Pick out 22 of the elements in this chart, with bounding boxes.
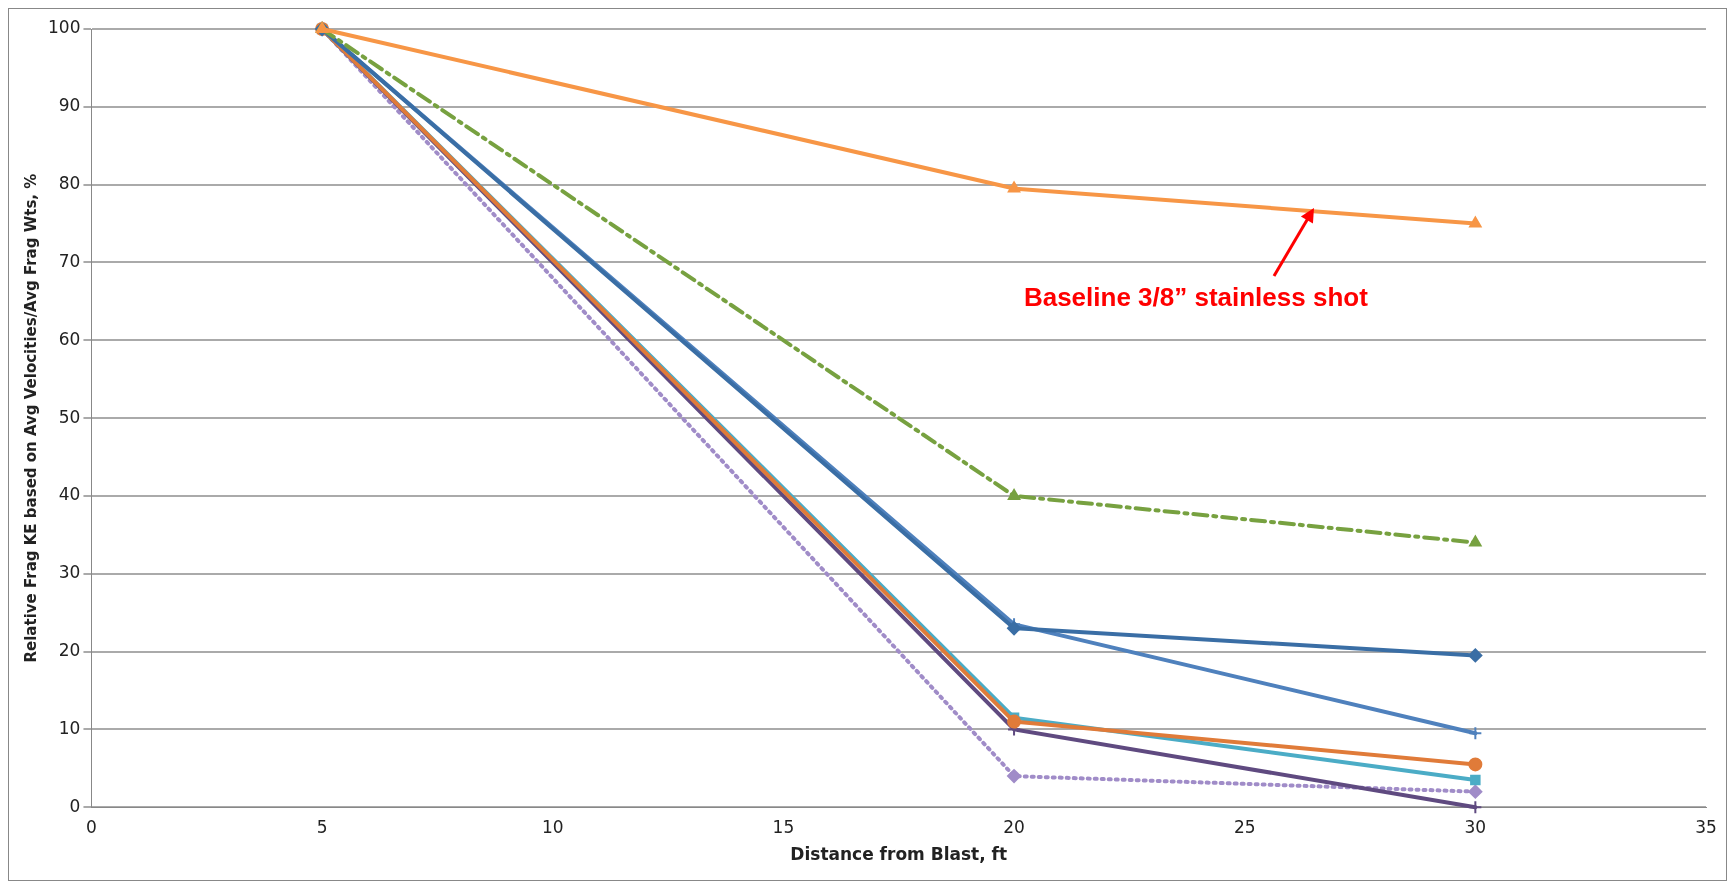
y-tick-label: 80	[58, 173, 81, 194]
y-tick-label: 10	[58, 717, 81, 738]
y-tick-label: 90	[58, 95, 81, 116]
y-tick-label: 60	[58, 328, 81, 349]
y-tick-label: 40	[58, 484, 81, 505]
annotation: Baseline 3/8” stainless shot	[1023, 281, 1368, 313]
x-tick-label: 30	[1464, 816, 1487, 837]
x-tick-label: 5	[316, 816, 328, 837]
x-tick-label: 10	[541, 816, 564, 837]
y-tick-label: 70	[58, 250, 81, 271]
x-tick-label: 35	[1695, 816, 1717, 837]
x-tick-label: 0	[86, 816, 97, 837]
x-tick-label: 15	[772, 816, 795, 837]
y-tick-label: 0	[69, 795, 81, 816]
y-tick-label: 100	[47, 17, 81, 38]
y-axis-title: Relative Frag KE based on Avg Velocities/Avg Frag Wts, %	[21, 173, 40, 663]
x-tick-label: 25	[1233, 816, 1256, 837]
y-tick-label: 20	[58, 639, 81, 660]
x-tick-label: 20	[1003, 816, 1025, 837]
y-tick-label: 50	[58, 406, 81, 427]
y-tick-label: 30	[58, 562, 81, 583]
x-axis-title: Distance from Blast, ft	[790, 844, 1008, 865]
